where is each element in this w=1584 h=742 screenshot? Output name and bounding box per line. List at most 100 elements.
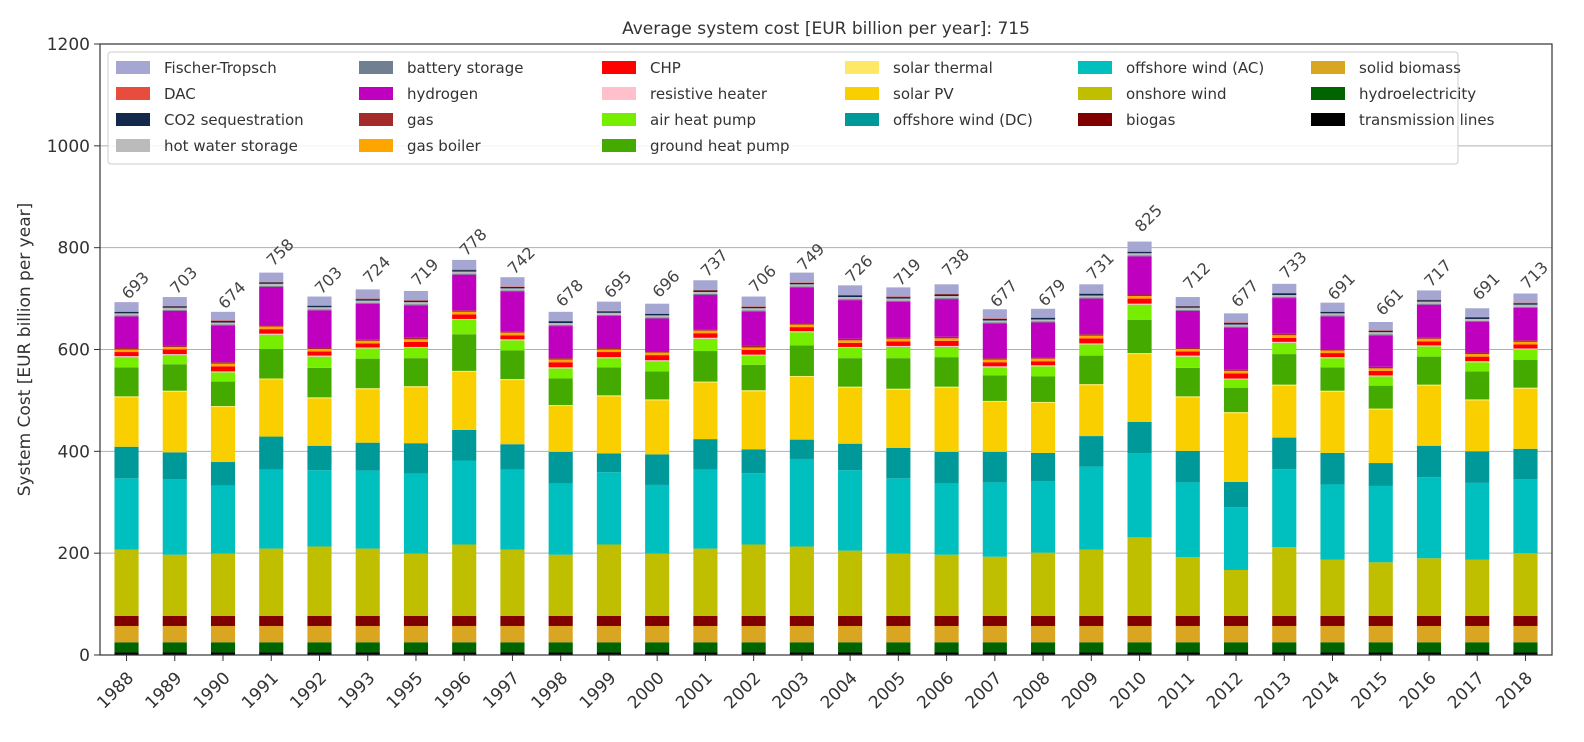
x-tick-label: 2008 <box>1010 668 1055 713</box>
bar-segment <box>596 311 621 313</box>
bar-segment <box>693 333 718 338</box>
legend-label: transmission lines <box>1359 111 1495 129</box>
bar-segment <box>886 337 911 339</box>
bar-segment <box>114 446 139 479</box>
bar-segment <box>1368 330 1393 333</box>
bar-segment <box>1175 348 1200 352</box>
bar-segment <box>403 652 429 655</box>
x-tick-label: 2010 <box>1106 668 1151 713</box>
bar-segment <box>1223 324 1249 327</box>
bar-segment <box>982 358 1007 360</box>
bar-segment <box>838 299 863 301</box>
bar-segment <box>355 389 380 443</box>
bar-segment <box>596 314 621 316</box>
bar-stack-1998 <box>548 311 573 655</box>
bar-segment <box>162 625 187 643</box>
bar-segment <box>114 316 139 348</box>
bar-segment <box>1079 355 1104 385</box>
bar-segment <box>210 642 236 653</box>
bar-segment <box>1079 338 1104 344</box>
bar-segment <box>1465 371 1490 400</box>
bar-segment <box>403 553 429 616</box>
x-tick-label: 2014 <box>1299 668 1344 713</box>
bar-segment <box>452 460 477 545</box>
x-tick-label: 2015 <box>1348 668 1393 713</box>
x-tick-label: 2003 <box>769 668 814 713</box>
bar-segment <box>838 550 863 616</box>
bar-segment <box>355 340 380 344</box>
x-tick-label: 2001 <box>672 668 717 713</box>
bar-segment <box>1223 481 1249 508</box>
bar-segment <box>548 483 573 555</box>
bar-segment <box>1175 306 1200 308</box>
bar-segment <box>307 296 332 306</box>
legend-swatch <box>359 139 393 152</box>
legend-item: onshore wind <box>1078 85 1226 103</box>
bar-segment <box>693 615 718 626</box>
bar-segment <box>741 544 766 616</box>
bar-segment <box>307 347 332 349</box>
bar-segment <box>596 652 621 655</box>
bar-segment <box>114 311 139 312</box>
bar-segment <box>838 285 863 296</box>
bar-segment <box>452 615 477 626</box>
bar-segment <box>307 305 332 306</box>
bar-segment <box>645 317 670 319</box>
bar-segment <box>1465 652 1490 655</box>
bar-segment <box>838 652 863 655</box>
bar-segment <box>886 341 911 346</box>
bar-segment <box>693 337 718 339</box>
bar-segment <box>403 347 429 359</box>
bar-segment <box>1079 625 1104 643</box>
bar-segment <box>452 271 477 274</box>
bar-segment <box>1465 316 1490 318</box>
legend-item: resistive heater <box>602 85 768 103</box>
bar-total-label: 731 <box>1083 249 1118 284</box>
bar-segment <box>886 642 911 653</box>
bar-segment <box>1465 317 1490 319</box>
bar-segment <box>548 404 573 407</box>
bar-segment <box>693 625 718 643</box>
bar-segment <box>1223 369 1249 371</box>
bar-segment <box>1175 351 1200 356</box>
bar-segment <box>1465 362 1490 372</box>
bar-segment <box>982 367 1007 376</box>
legend-label: hydrogen <box>407 85 478 103</box>
bar-segment <box>1320 652 1345 655</box>
bar-segment <box>1127 241 1152 252</box>
bar-segment <box>1465 320 1490 323</box>
bar-segment <box>1079 615 1104 626</box>
bar-segment <box>1079 343 1104 345</box>
bar-total-label: 695 <box>600 267 635 302</box>
bar-segment <box>1031 319 1056 322</box>
bar-segment <box>838 340 863 343</box>
bar-segment <box>114 356 139 358</box>
y-axis-title: System Cost [EUR billion per year] <box>15 203 35 497</box>
bar-segment <box>548 320 573 322</box>
bar-segment <box>1272 615 1297 626</box>
bar-segment <box>934 284 959 295</box>
bar-segment <box>838 642 863 653</box>
bar-segment <box>1079 334 1104 336</box>
bar-segment <box>645 313 670 316</box>
bar-segment <box>596 472 621 545</box>
bar-segment <box>645 351 670 353</box>
bar-segment <box>789 323 814 325</box>
bar-segment <box>1127 652 1152 655</box>
bar-segment <box>741 615 766 626</box>
bar-segment <box>838 347 863 359</box>
bar-segment <box>1223 652 1249 655</box>
x-tick-label: 2013 <box>1251 668 1296 713</box>
total-labels: 693 703 674 758 703 724 719 778 742 678 695 696 737 7… <box>118 201 1552 320</box>
bar-segment <box>500 444 525 470</box>
bar-segment <box>403 300 429 303</box>
bar-stack-1999 <box>596 301 621 655</box>
bar-segment <box>259 285 284 287</box>
bar-segment <box>1320 484 1345 560</box>
legend-swatch <box>1311 113 1345 126</box>
bar-total-label: 706 <box>745 261 780 296</box>
bar-segment <box>1320 302 1345 312</box>
bar-segment <box>934 298 959 300</box>
bar-segment <box>452 270 477 272</box>
legend-swatch <box>359 61 393 74</box>
